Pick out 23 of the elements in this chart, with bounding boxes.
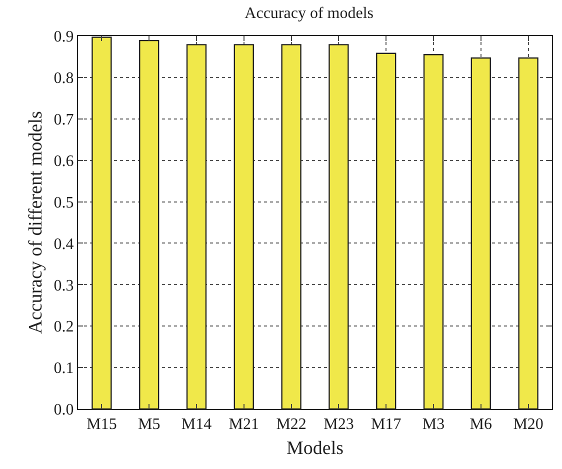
y-tick-label: 0.7 [54, 111, 74, 128]
x-tick-label: M21 [228, 416, 260, 434]
y-tick-label: 0.8 [54, 70, 74, 88]
x-tick-label: M17 [370, 416, 402, 434]
y-tick-label: 0.5 [54, 194, 74, 212]
x-tick-label: M20 [513, 416, 544, 434]
x-tick-label: M6 [470, 416, 492, 434]
x-tick-label: M15 [86, 416, 117, 434]
x-axis-title: Models [286, 438, 344, 459]
y-tick-label: 0.1 [54, 360, 74, 378]
y-tick-label: 0.3 [54, 277, 74, 294]
x-tick-label: M14 [181, 416, 212, 434]
x-tick-label: M3 [422, 416, 445, 434]
x-tick-label: M5 [138, 416, 160, 434]
y-tick-label: 0.9 [54, 28, 74, 46]
y-tick-label: 0.6 [54, 152, 74, 170]
chart-title: Accuracy of models [244, 5, 374, 22]
y-tick-label: 0.0 [54, 402, 74, 419]
y-axis-title: Accuracy of different models [26, 111, 47, 334]
x-tick-label: M22 [276, 416, 306, 434]
x-tick-label: M23 [324, 416, 354, 434]
y-tick-label: 0.2 [54, 318, 74, 336]
y-tick-label: 0.4 [54, 236, 74, 253]
